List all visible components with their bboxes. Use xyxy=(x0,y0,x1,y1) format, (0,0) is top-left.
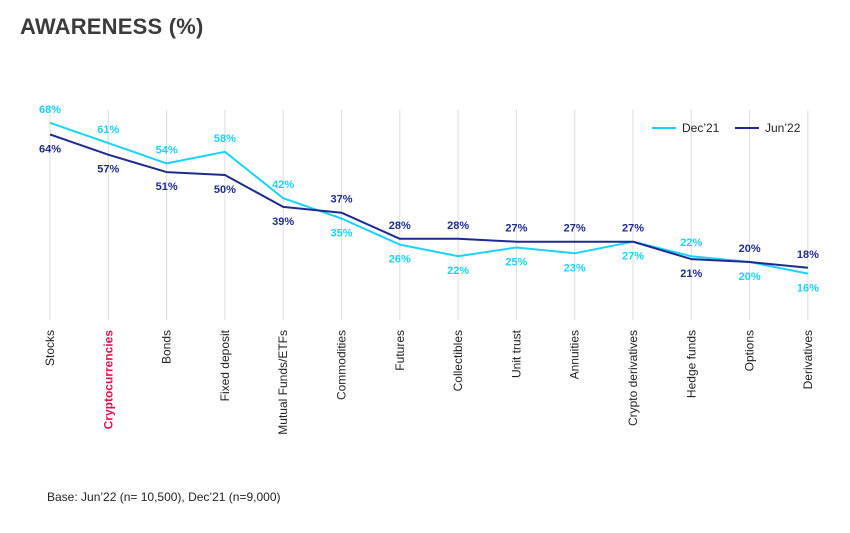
data-label: 68% xyxy=(39,104,61,116)
series-line-jun22 xyxy=(49,133,808,269)
category-label: Mutual Funds/ETFs xyxy=(276,330,290,435)
data-label: 39% xyxy=(272,216,294,228)
category-label: Annuities xyxy=(568,330,582,379)
data-label: 58% xyxy=(214,133,236,145)
category-label: Cryptocurrencies xyxy=(101,330,115,430)
data-label: 27% xyxy=(622,223,644,235)
category-label: Bonds xyxy=(160,330,174,364)
category-label: Unit trust xyxy=(509,329,523,378)
line-chart: Stocks Cryptocurrencies Bonds Fixed deposit… xyxy=(39,104,819,435)
data-label: 61% xyxy=(97,124,119,136)
legend-label-dec21: Dec’21 xyxy=(682,121,720,135)
category-label: Options xyxy=(743,330,757,371)
data-label: 37% xyxy=(330,194,352,206)
data-label: 50% xyxy=(214,184,236,196)
data-label: 27% xyxy=(622,251,644,263)
chart-title: AWARENESS (%) xyxy=(20,14,204,39)
data-label: 27% xyxy=(564,223,586,235)
legend-label-jun22: Jun’22 xyxy=(765,121,801,135)
data-label: 27% xyxy=(505,223,527,235)
data-label: 20% xyxy=(739,271,761,283)
category-label: Fixed deposit xyxy=(218,329,232,401)
series-line-dec21 xyxy=(49,121,809,275)
base-footnote: Base: Jun’22 (n= 10,500), Dec’21 (n=9,00… xyxy=(47,490,281,504)
data-label: 35% xyxy=(330,228,352,240)
data-label: 23% xyxy=(564,262,586,274)
category-label: Stocks xyxy=(43,330,57,366)
category-label: Futures xyxy=(393,330,407,371)
data-label: 42% xyxy=(272,179,294,191)
data-label: 21% xyxy=(680,268,702,280)
category-label: Commodities xyxy=(335,330,349,400)
data-label: 26% xyxy=(389,254,411,266)
category-label: Derivatives xyxy=(801,330,815,389)
data-label: 20% xyxy=(739,243,761,255)
data-label: 51% xyxy=(156,181,178,193)
data-label: 28% xyxy=(389,220,411,232)
data-label: 28% xyxy=(447,220,469,232)
data-label: 22% xyxy=(447,265,469,277)
category-label: Hedge funds xyxy=(684,330,698,398)
data-label: 57% xyxy=(97,164,119,176)
data-label: 22% xyxy=(680,237,702,249)
data-label: 16% xyxy=(797,283,819,295)
data-label: 64% xyxy=(39,143,61,155)
data-label: 25% xyxy=(505,257,527,269)
data-label: 18% xyxy=(797,249,819,261)
data-label: 54% xyxy=(156,144,178,156)
category-label: Collectibles xyxy=(451,330,465,391)
category-label: Crypto derivatives xyxy=(626,330,640,426)
